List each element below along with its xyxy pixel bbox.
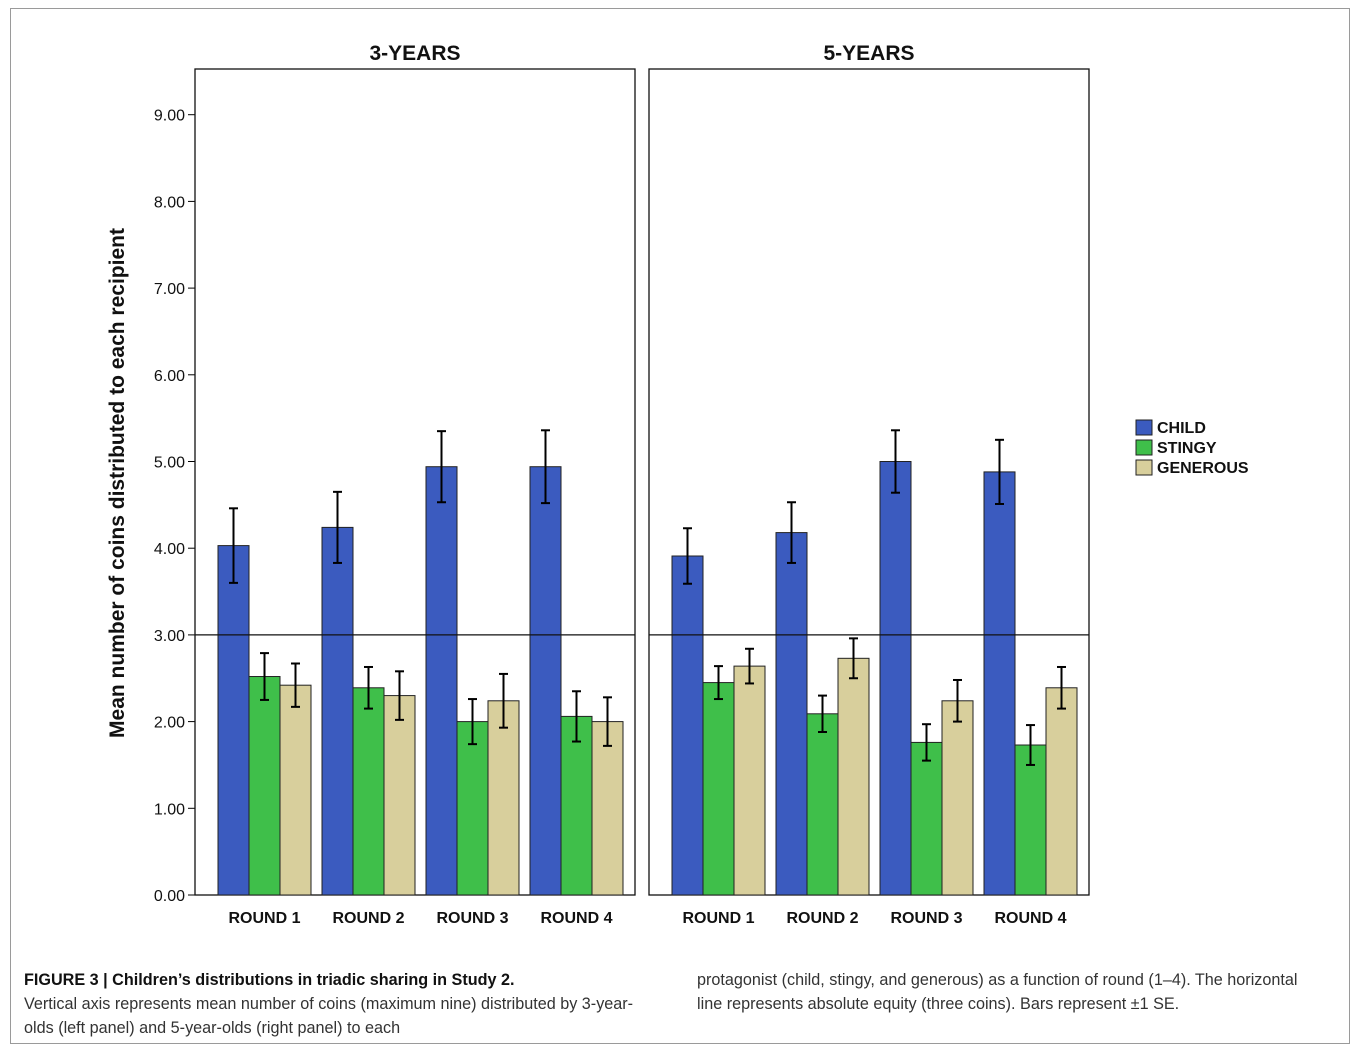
bar-child (775, 532, 808, 896)
bar-child (425, 466, 458, 896)
caption-left-column: FIGURE 3 | Children’s distributions in t… (24, 968, 654, 1040)
y-axis-title: Mean number of coins distributed to each… (106, 228, 129, 738)
legend-swatch-stingy (1135, 439, 1153, 456)
x-tick-label: ROUND 2 (332, 910, 404, 927)
legend-label-child: CHILD (1157, 420, 1206, 437)
bar-stingy (352, 687, 385, 896)
y-tick-label: 8.00 (154, 194, 185, 211)
x-tick-label: ROUND 1 (682, 910, 754, 927)
x-tick-label: ROUND 3 (890, 910, 962, 927)
x-tick-label: ROUND 4 (540, 910, 612, 927)
bar-child (217, 545, 250, 896)
bar-child (879, 461, 912, 896)
bar-generous (941, 700, 974, 896)
bar-child (671, 555, 704, 896)
x-tick-label: ROUND 2 (786, 910, 858, 927)
caption-right-column: protagonist (child, stingy, and generous… (697, 968, 1327, 1016)
bar-stingy (456, 721, 489, 896)
x-tick-label: ROUND 4 (994, 910, 1066, 927)
y-tick-label: 1.00 (154, 801, 185, 818)
x-tick-label: ROUND 1 (228, 910, 300, 927)
bar-stingy (248, 676, 281, 896)
bar-generous (279, 684, 312, 896)
figure-frame (10, 8, 1350, 1044)
bar-generous (591, 721, 624, 896)
caption-left-text: Vertical axis represents mean number of … (24, 995, 634, 1037)
bar-stingy (806, 713, 839, 896)
y-tick-label: 2.00 (154, 715, 185, 732)
bar-child (983, 471, 1016, 896)
chart: 0.00 1.00 2.00 3.00 4.00 5.00 6.00 7.00 8.00 9.00… (106, 42, 1249, 927)
bar-generous (733, 665, 766, 896)
y-tick-label: 0.00 (154, 888, 185, 905)
bar-generous (383, 695, 416, 896)
bar-child (321, 526, 354, 896)
x-tick-label: ROUND 3 (436, 910, 508, 927)
panel-title: 3-YEARS (369, 42, 460, 65)
bar-generous (1045, 687, 1078, 896)
y-tick-label: 9.00 (154, 108, 185, 125)
caption-right-text: protagonist (child, stingy, and generous… (697, 971, 1298, 1013)
bar-child (529, 466, 562, 896)
bar-stingy (1014, 744, 1047, 896)
bar-stingy (560, 715, 593, 896)
caption-title: FIGURE 3 | Children’s distributions in t… (24, 971, 515, 989)
y-tick-label: 7.00 (154, 281, 185, 298)
bar-stingy (910, 741, 943, 896)
y-tick-label: 5.00 (154, 455, 185, 472)
bar-generous (487, 700, 520, 896)
bar-generous (837, 657, 870, 896)
bar-stingy (702, 682, 735, 896)
legend-label-stingy: STINGY (1157, 440, 1217, 457)
legend-swatch-child (1135, 419, 1153, 436)
legend-swatch-generous (1135, 459, 1153, 476)
legend-label-generous: GENEROUS (1157, 460, 1249, 477)
y-tick-label: 3.00 (154, 628, 185, 645)
panel-title: 5-YEARS (823, 42, 914, 65)
y-tick-label: 4.00 (154, 541, 185, 558)
y-tick-label: 6.00 (154, 368, 185, 385)
